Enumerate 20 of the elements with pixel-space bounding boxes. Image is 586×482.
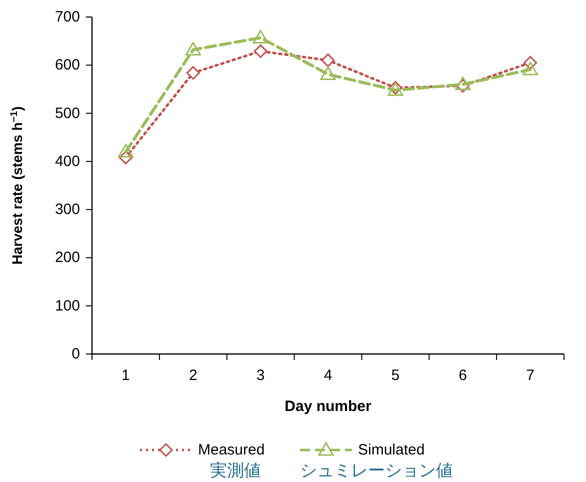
x-axis-title: Day number [284,398,372,415]
y-tick-label: 400 [54,152,80,170]
y-tick-label: 500 [54,104,80,122]
legend-label: Measured [198,442,265,458]
x-tick-label: 6 [458,367,468,384]
y-tick-label: 700 [54,8,80,26]
x-tick-label: 4 [324,367,332,384]
y-tick-label: 0 [72,346,80,362]
y-tick-label: 300 [54,201,80,218]
y-tick-label: 200 [54,249,80,266]
legend-label: Simulated [358,442,425,458]
y-tick-label: 100 [54,297,80,314]
x-tick-label: 5 [391,367,400,384]
x-tick-label: 1 [122,367,130,384]
text: シュミレーション値 [300,461,453,480]
x-tick-label: 2 [188,367,198,384]
x-tick-label: 7 [526,367,534,384]
text: 実測値 [210,461,261,480]
x-tick-label: 3 [256,367,265,384]
y-tick-label: 600 [54,56,80,74]
